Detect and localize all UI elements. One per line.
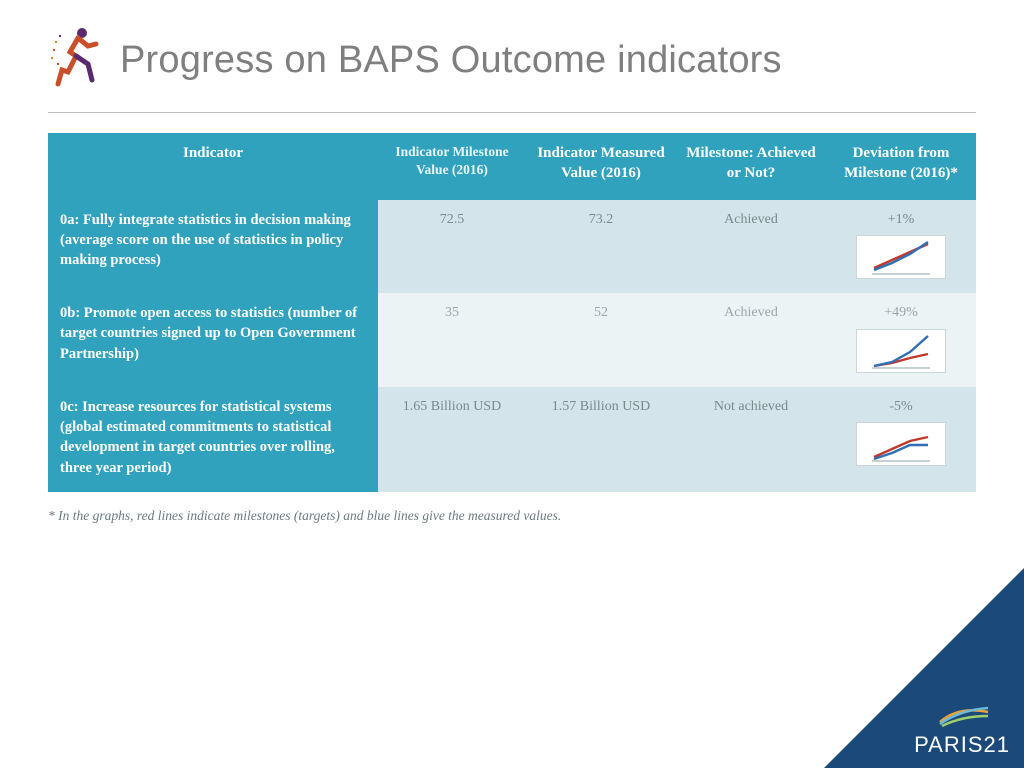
cell-measured-value: 73.2 [526, 200, 676, 294]
cell-indicator: 0a: Fully integrate statistics in decisi… [48, 200, 378, 294]
cell-deviation: +1% [826, 200, 976, 294]
cell-milestone-value: 35 [378, 293, 526, 387]
cell-achieved: Achieved [676, 293, 826, 387]
slide-title: Progress on BAPS Outcome indicators [120, 39, 782, 82]
cell-indicator: 0c: Increase resources for statistical s… [48, 387, 378, 492]
col-measured-value: Indicator Measured Value (2016) [526, 133, 676, 200]
sparkline-icon [856, 235, 946, 279]
cell-milestone-value: 72.5 [378, 200, 526, 294]
cell-indicator: 0b: Promote open access to statistics (n… [48, 293, 378, 387]
table-header-row: Indicator Indicator Milestone Value (201… [48, 133, 976, 200]
cell-deviation: +49% [826, 293, 976, 387]
cell-achieved: Achieved [676, 200, 826, 294]
cell-measured-value: 1.57 Billion USD [526, 387, 676, 492]
cell-achieved: Not achieved [676, 387, 826, 492]
corner-decoration: PARIS21 [824, 568, 1024, 768]
deviation-value: +1% [838, 210, 964, 230]
col-achieved: Milestone: Achieved or Not? [676, 133, 826, 200]
runner-logo-icon [48, 24, 104, 96]
col-deviation: Deviation from Milestone (2016)* [826, 133, 976, 200]
title-divider [48, 112, 976, 113]
cell-measured-value: 52 [526, 293, 676, 387]
col-milestone-value: Indicator Milestone Value (2016) [378, 133, 526, 200]
brand-swoosh-icon [938, 702, 990, 728]
deviation-value: -5% [838, 397, 964, 417]
deviation-value: +49% [838, 303, 964, 323]
footnote-text: * In the graphs, red lines indicate mile… [48, 508, 976, 524]
sparkline-icon [856, 329, 946, 373]
cell-milestone-value: 1.65 Billion USD [378, 387, 526, 492]
table-row: 0a: Fully integrate statistics in decisi… [48, 200, 976, 294]
sparkline-icon [856, 422, 946, 466]
indicators-table: Indicator Indicator Milestone Value (201… [48, 133, 976, 492]
cell-deviation: -5% [826, 387, 976, 492]
table-row: 0b: Promote open access to statistics (n… [48, 293, 976, 387]
col-indicator: Indicator [48, 133, 378, 200]
table-row: 0c: Increase resources for statistical s… [48, 387, 976, 492]
slide-header: Progress on BAPS Outcome indicators [0, 0, 1024, 108]
brand-text: PARIS21 [914, 732, 1010, 758]
